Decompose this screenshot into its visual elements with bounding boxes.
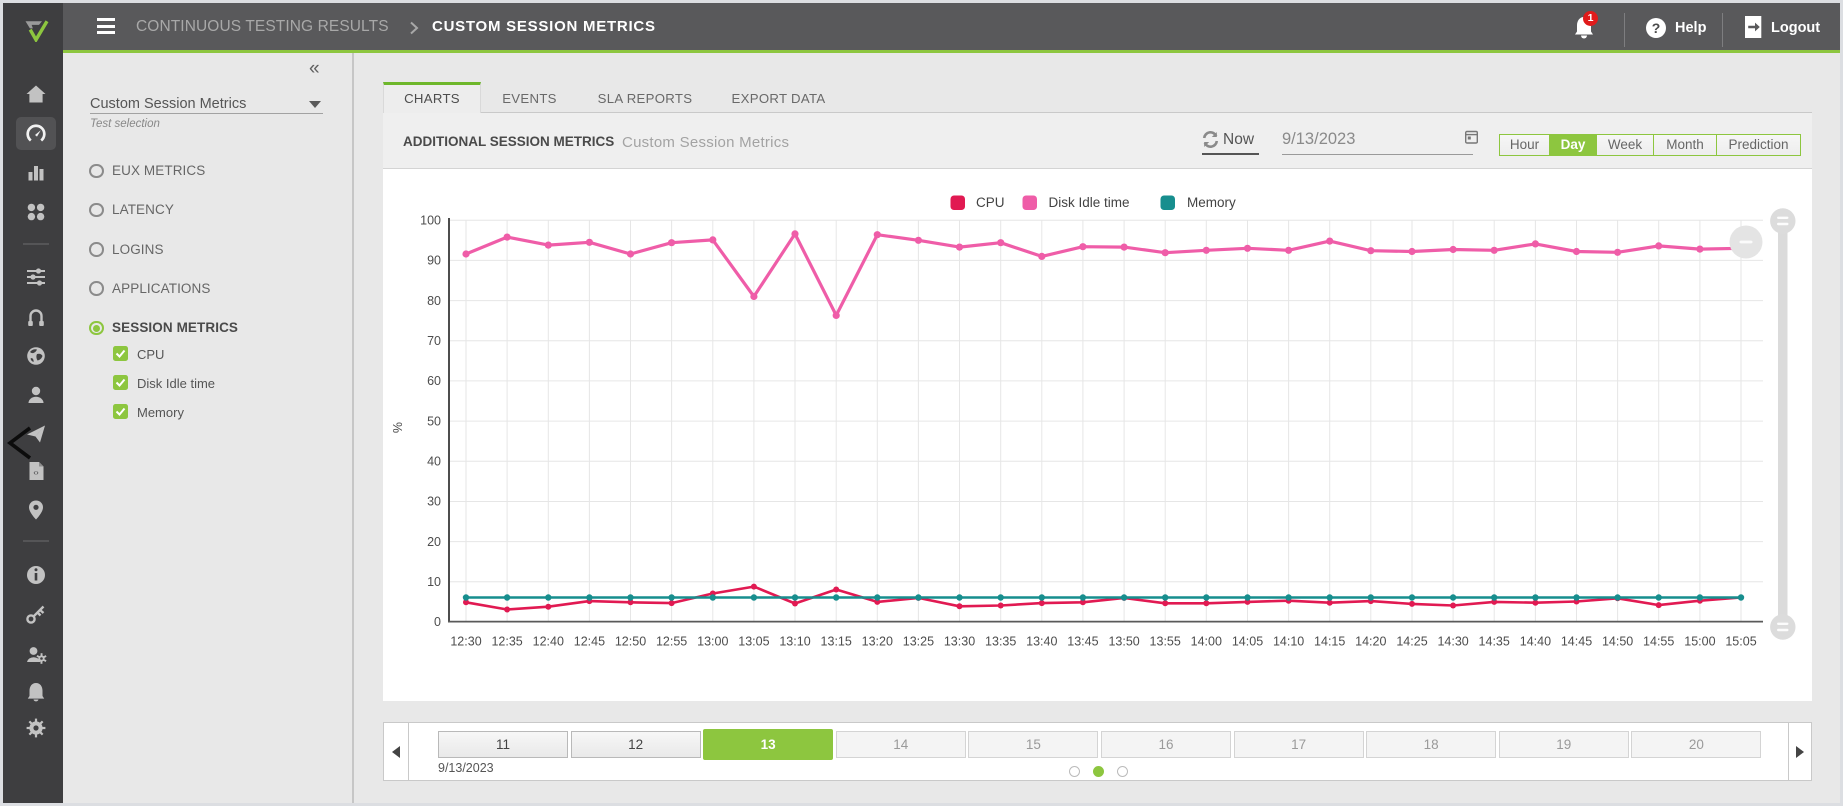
svg-text:12:50: 12:50 xyxy=(615,635,646,649)
svg-text:30: 30 xyxy=(427,495,441,509)
svg-text:80: 80 xyxy=(427,294,441,308)
svg-text:13:00: 13:00 xyxy=(697,635,728,649)
svg-text:20: 20 xyxy=(427,535,441,549)
svg-text:10: 10 xyxy=(427,575,441,589)
svg-text:70: 70 xyxy=(427,334,441,348)
svg-text:14:45: 14:45 xyxy=(1561,635,1592,649)
svg-text:13:30: 13:30 xyxy=(944,635,975,649)
svg-text:0: 0 xyxy=(434,615,441,629)
svg-text:12:45: 12:45 xyxy=(574,635,605,649)
svg-text:13:05: 13:05 xyxy=(738,635,769,649)
svg-text:13:50: 13:50 xyxy=(1108,635,1139,649)
svg-text:14:00: 14:00 xyxy=(1191,635,1222,649)
svg-text:14:20: 14:20 xyxy=(1355,635,1386,649)
svg-text:14:55: 14:55 xyxy=(1643,635,1674,649)
svg-text:13:10: 13:10 xyxy=(779,635,810,649)
svg-text:Disk Idle time: Disk Idle time xyxy=(1049,195,1130,210)
svg-text:13:35: 13:35 xyxy=(985,635,1016,649)
svg-text:13:45: 13:45 xyxy=(1067,635,1098,649)
svg-text:40: 40 xyxy=(427,455,441,469)
svg-text:14:50: 14:50 xyxy=(1602,635,1633,649)
svg-text:‹›: ‹› xyxy=(33,468,39,477)
svg-text:12:40: 12:40 xyxy=(533,635,564,649)
svg-text:13:55: 13:55 xyxy=(1150,635,1181,649)
svg-text:12:35: 12:35 xyxy=(491,635,522,649)
svg-text:14:30: 14:30 xyxy=(1437,635,1468,649)
svg-text:14:05: 14:05 xyxy=(1232,635,1263,649)
svg-text:50: 50 xyxy=(427,414,441,428)
svg-text:14:40: 14:40 xyxy=(1520,635,1551,649)
svg-text:60: 60 xyxy=(427,374,441,388)
svg-text:100: 100 xyxy=(420,213,441,227)
svg-text:14:25: 14:25 xyxy=(1396,635,1427,649)
svg-text:14:10: 14:10 xyxy=(1273,635,1304,649)
svg-text:13:20: 13:20 xyxy=(862,635,893,649)
svg-text:14:35: 14:35 xyxy=(1479,635,1510,649)
svg-text:%: % xyxy=(391,422,405,433)
svg-text:15:00: 15:00 xyxy=(1684,635,1715,649)
svg-text:90: 90 xyxy=(427,254,441,268)
svg-text:CPU: CPU xyxy=(976,195,1005,210)
svg-text:13:40: 13:40 xyxy=(1026,635,1057,649)
svg-text:15:05: 15:05 xyxy=(1725,635,1756,649)
svg-text:13:15: 13:15 xyxy=(821,635,852,649)
svg-text:Memory: Memory xyxy=(1187,195,1236,210)
svg-text:12:30: 12:30 xyxy=(450,635,481,649)
svg-text:13:25: 13:25 xyxy=(903,635,934,649)
svg-text:12:55: 12:55 xyxy=(656,635,687,649)
svg-text:14:15: 14:15 xyxy=(1314,635,1345,649)
